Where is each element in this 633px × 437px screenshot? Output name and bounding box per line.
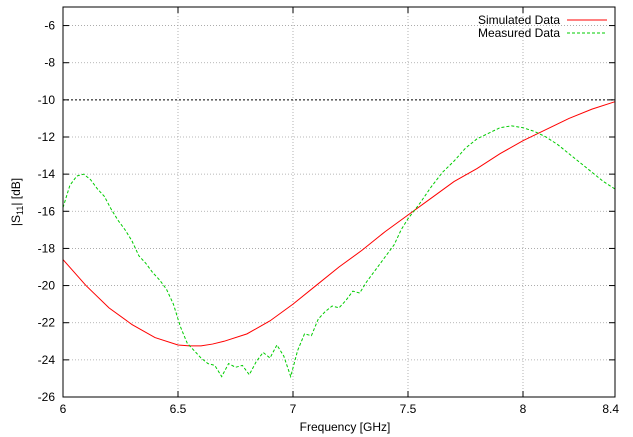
x-tick-label: 6.5	[170, 402, 187, 416]
series-line	[62, 101, 616, 347]
y-tick-label: -10	[38, 93, 56, 107]
x-tick-label: 8.4	[602, 402, 619, 416]
y-axis-label-prefix: |S	[9, 215, 23, 226]
x-tick-labels: 6 6.5 7 7.5 8 8.4	[60, 402, 620, 416]
y-axis-label-subscript: 11	[15, 206, 25, 215]
legend-label: Simulated Data	[478, 13, 560, 27]
y-tick-label: -18	[38, 241, 56, 255]
y-tick-labels: -26 -24 -22 -20 -18 -16 -14 -12 -10 -8 -6	[38, 19, 56, 404]
y-tick-label: -26	[38, 390, 56, 404]
x-tick-label: 7	[290, 402, 297, 416]
x-tick-label: 7.5	[400, 402, 417, 416]
series-line	[62, 125, 616, 379]
y-tick-label: -6	[44, 19, 55, 33]
y-tick-label: -8	[44, 56, 55, 70]
y-axis-label-suffix: | [dB]	[9, 178, 23, 206]
legend-label: Measured Data	[478, 26, 560, 40]
y-tick-label: -24	[38, 353, 56, 367]
y-tick-label: -20	[38, 279, 56, 293]
y-axis-label: |S11| [dB]	[9, 178, 25, 226]
y-tick-label: -12	[38, 130, 56, 144]
y-tick-label: -14	[38, 167, 56, 181]
ticks	[62, 7, 616, 398]
y-tick-label: -22	[38, 316, 56, 330]
x-axis-label: Frequency [GHz]	[300, 420, 391, 434]
plot-frame	[62, 6, 616, 398]
x-tick-label: 8	[520, 402, 527, 416]
x-tick-label: 6	[60, 402, 67, 416]
grid	[63, 7, 615, 397]
series-group	[62, 101, 616, 379]
y-tick-label: -16	[38, 204, 56, 218]
